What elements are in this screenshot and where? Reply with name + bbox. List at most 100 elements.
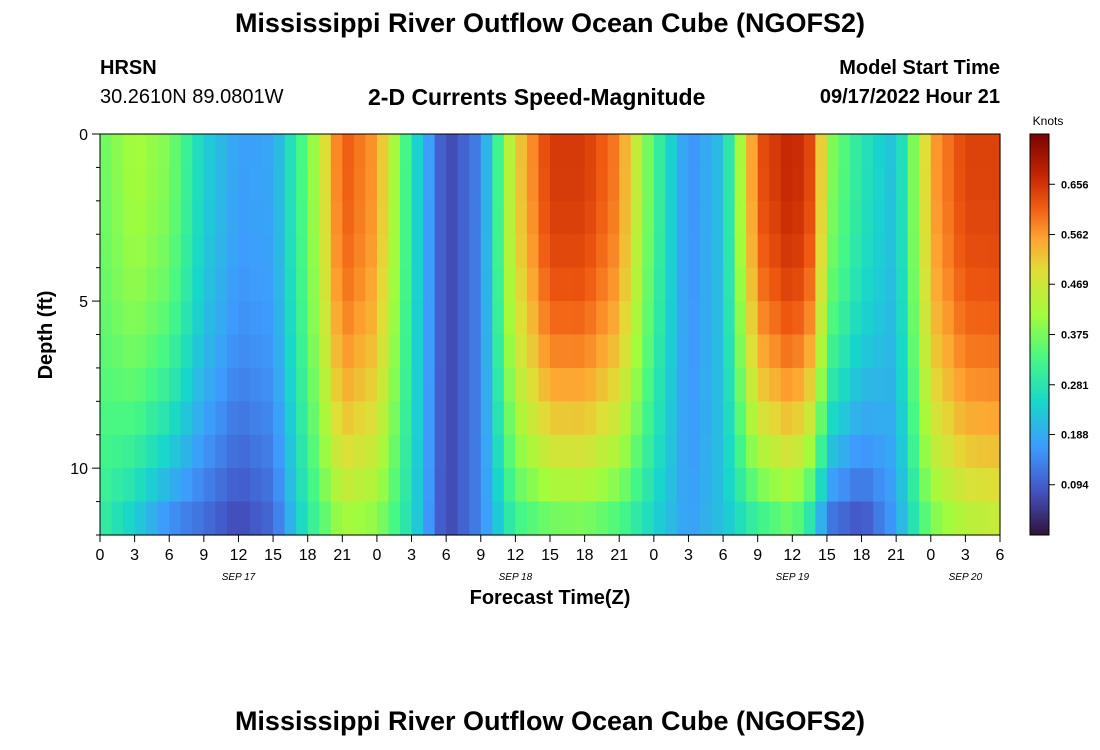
heatmap-cell [503, 200, 516, 235]
heatmap-cell [330, 234, 343, 269]
heatmap-cell [250, 167, 263, 202]
heatmap-cell [319, 267, 332, 302]
heatmap-cell [723, 200, 736, 235]
heatmap-cell [688, 434, 701, 469]
heatmap-cell [134, 167, 147, 202]
heatmap-cell [607, 501, 620, 536]
heatmap-cell [596, 501, 609, 536]
heatmap-cell [573, 301, 586, 336]
heatmap-cell [446, 334, 459, 369]
heatmap-cell [769, 434, 782, 469]
heatmap-cell [319, 301, 332, 336]
heatmap-cell [538, 200, 551, 235]
heatmap-cell [319, 334, 332, 369]
heatmap-cell [457, 334, 470, 369]
heatmap-cell [757, 334, 770, 369]
heatmap-cell [434, 134, 447, 169]
heatmap-cell [261, 468, 274, 503]
heatmap-cell [169, 267, 182, 302]
x-tick-label: 15 [264, 547, 282, 564]
heatmap-cell [965, 501, 978, 536]
y-axis: 0 5 10 [70, 127, 100, 536]
heatmap-cell [457, 267, 470, 302]
heatmap-cell [676, 200, 690, 235]
heatmap-cell [226, 434, 240, 469]
heatmap-cell [665, 134, 678, 169]
heatmap-cell [492, 234, 505, 269]
heatmap-cell [480, 501, 493, 536]
heatmap-cell [919, 401, 932, 436]
heatmap-cell [203, 200, 216, 235]
heatmap-cell [423, 367, 436, 402]
heatmap-cell [376, 267, 390, 302]
heatmap-cell [676, 334, 690, 369]
heatmap-cell [723, 468, 736, 503]
heatmap-cell [642, 468, 655, 503]
heatmap-cell [157, 167, 170, 202]
heatmap-cell [850, 401, 863, 436]
heatmap-cell [503, 501, 516, 536]
heatmap-cell [446, 134, 459, 169]
heatmap-cell [203, 367, 216, 402]
heatmap-cell [111, 367, 124, 402]
heatmap-cell [700, 334, 713, 369]
heatmap-cell [965, 267, 978, 302]
heatmap-cell [573, 267, 586, 302]
heatmap-cell [215, 200, 228, 235]
heatmap-cell [942, 501, 955, 536]
heatmap-cell [665, 434, 678, 469]
heatmap-cell [238, 134, 251, 169]
heatmap-cell [123, 434, 136, 469]
heatmap-cell [838, 267, 851, 302]
heatmap-cell [676, 501, 690, 536]
heatmap-cell [157, 434, 170, 469]
heatmap-cell [965, 434, 978, 469]
heatmap-cell [492, 468, 505, 503]
heatmap-cell [319, 134, 332, 169]
heatmap-cell [526, 267, 540, 302]
heatmap-cell [100, 468, 113, 503]
heatmap-cell [203, 501, 216, 536]
heatmap-cell [596, 434, 609, 469]
heatmap-cell [561, 434, 574, 469]
heatmap-cell [653, 367, 666, 402]
heatmap-cell [538, 267, 551, 302]
heatmap-cell [965, 301, 978, 336]
heatmap-cell [988, 501, 1001, 536]
heatmap-cell [746, 468, 759, 503]
heatmap-cell [353, 267, 366, 302]
heatmap-cell [884, 468, 897, 503]
heatmap-cell [873, 334, 886, 369]
heatmap-cell [596, 468, 609, 503]
station-name: HRSN [100, 57, 157, 79]
heatmap-cell [365, 501, 378, 536]
heatmap-cell [757, 167, 770, 202]
heatmap-cell [803, 301, 816, 336]
heatmap-cell [238, 234, 251, 269]
heatmap-cell [192, 434, 205, 469]
heatmap-cell [411, 434, 424, 469]
colorbar-ticks: 0.656 0.562 0.469 0.375 0.281 0.188 0.094 [1049, 179, 1089, 492]
heatmap-cell [792, 401, 805, 436]
heatmap-cell [342, 501, 355, 536]
heatmap-cell [826, 367, 840, 402]
heatmap-cell [734, 267, 747, 302]
x-tick-label: 15 [818, 547, 836, 564]
y-axis-label: Depth (ft) [35, 291, 57, 380]
heatmap-cell [826, 468, 840, 503]
heatmap-cell [330, 267, 343, 302]
colorbar-units: Knots [1033, 114, 1064, 128]
heatmap-cell [503, 401, 516, 436]
heatmap-cell [365, 267, 378, 302]
heatmap-cell [561, 234, 574, 269]
heatmap-cell [561, 134, 574, 169]
heatmap-cell [700, 367, 713, 402]
heatmap-cell [307, 401, 320, 436]
heatmap-cell [123, 301, 136, 336]
heatmap-cell [515, 134, 528, 169]
colorbar-tick-label: 0.281 [1061, 380, 1089, 392]
heatmap-cell [803, 434, 816, 469]
heatmap-cell [815, 134, 828, 169]
heatmap-cell [873, 468, 886, 503]
